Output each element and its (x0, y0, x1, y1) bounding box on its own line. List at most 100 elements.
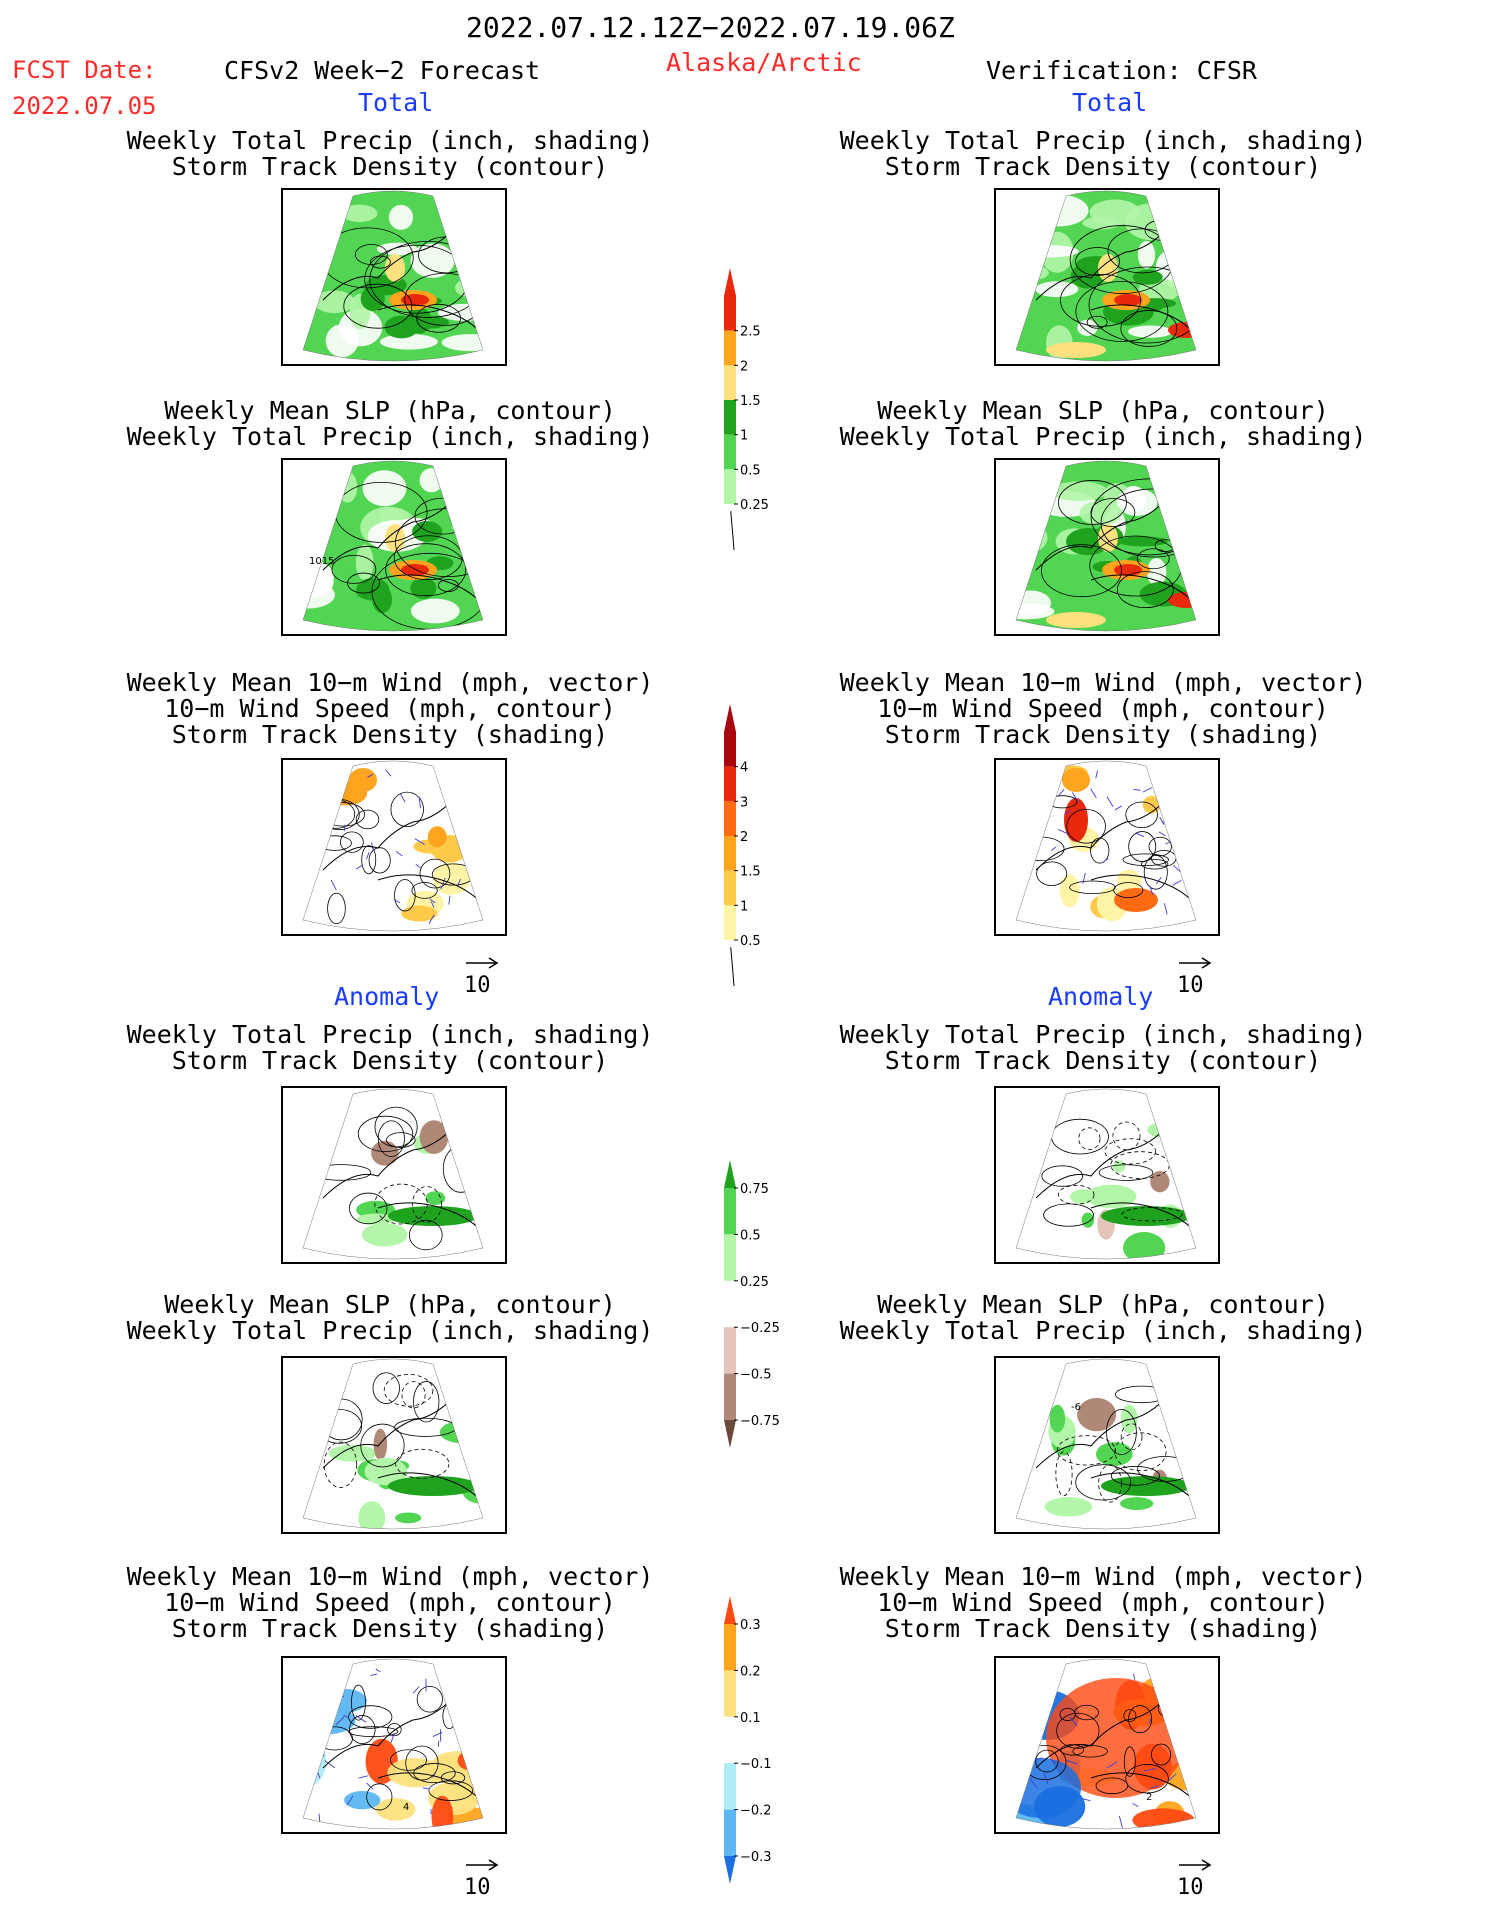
title-fr1-2: Storm Track Density (contour) (884, 152, 1322, 181)
contour-line (1075, 247, 1120, 276)
colorbar-tick-label: −0.25 (740, 1321, 780, 1336)
contour-line (1098, 1164, 1154, 1181)
contour-line (370, 255, 391, 269)
wind-vector (432, 1731, 443, 1737)
contour-label: -6 (1071, 1402, 1081, 1413)
section-total-right: Total (1072, 88, 1148, 117)
section-anomaly-right: Anomaly (1048, 982, 1154, 1011)
contour-line (405, 1745, 439, 1781)
contour-line (348, 1726, 399, 1737)
anomaly-blob (1119, 1497, 1154, 1510)
section-total-left: Total (358, 88, 434, 117)
contour-line (1110, 1466, 1160, 1486)
contour-line (1056, 1435, 1116, 1466)
anomaly-blob (419, 1120, 449, 1154)
colorbar-segment (724, 365, 736, 400)
contour-line (1075, 1464, 1132, 1501)
wind-vector (1043, 1772, 1049, 1784)
map-panel: -6 (994, 1356, 1220, 1534)
wind-vector (428, 914, 435, 925)
anomaly-fill (303, 1359, 483, 1529)
colorbar-tick-label: 3 (740, 795, 748, 810)
date-range-title: 2022.07.12.12Z−2022.07.19.06Z (466, 11, 955, 44)
contour-line (408, 1219, 443, 1251)
map-field (1016, 191, 1196, 361)
anomaly-blob (1183, 1393, 1196, 1406)
colorbar-segment (724, 836, 736, 871)
map-svg (1015, 460, 1197, 632)
colorbar-tick-label: −0.75 (740, 1414, 780, 1429)
anomaly-blob (425, 1191, 446, 1206)
wind-vector (366, 1782, 374, 1790)
precip-light-blob (1120, 485, 1147, 513)
colorbar-cap-top (724, 268, 736, 296)
wind-vector (1058, 828, 1069, 835)
colorbar-segment (724, 1624, 736, 1671)
colorbar-segment (724, 870, 736, 906)
anomaly-blob (364, 1457, 408, 1486)
title-al2-2: Weekly Total Precip (inch, shading) (126, 1316, 654, 1345)
wind-vector (430, 901, 435, 908)
precip-light-blob (1124, 202, 1184, 241)
colorbar-cap-top (724, 704, 736, 732)
precip-light-blob (341, 204, 378, 223)
colorbar-segment (724, 296, 736, 331)
precip-max-core (1114, 294, 1142, 306)
map-svg (302, 190, 484, 362)
colorbar-cap-bottom (724, 940, 736, 948)
map-boundary (302, 1658, 484, 1830)
title-al3-3: Storm Track Density (shading) (171, 1614, 609, 1643)
title-fr3-3: Storm Track Density (shading) (884, 720, 1322, 749)
map-svg (302, 1358, 484, 1530)
title-al1-1: Weekly Total Precip (inch, shading) (126, 1020, 654, 1049)
wind-vector (324, 1760, 336, 1769)
contour-line (327, 892, 346, 925)
colorbar-cap-top (724, 1596, 736, 1624)
title-fl2-2: Weekly Total Precip (inch, shading) (126, 422, 654, 451)
contour-line (1041, 544, 1122, 598)
wind-vector (1051, 1685, 1058, 1688)
wind-vector (1029, 1777, 1038, 1789)
anomaly-blob (457, 1751, 480, 1770)
precip-mid-blob (1046, 612, 1106, 628)
anomaly-blob (1081, 1212, 1095, 1228)
map-field (303, 191, 483, 361)
wind-vector (358, 1775, 368, 1779)
wind-vector (1028, 1692, 1035, 1698)
wind-vector (346, 1795, 354, 1806)
contour-line (1095, 1777, 1129, 1795)
wind-vector (1114, 805, 1122, 811)
wind-vector (1066, 1759, 1078, 1765)
contour-line (349, 1715, 376, 1745)
wind-vector (355, 1715, 367, 1723)
colorbar-cap-bottom (724, 504, 736, 512)
region-title: Alaska/Arctic (666, 48, 862, 77)
vector-reference-label: 10 (1177, 973, 1204, 998)
map-field (1016, 1089, 1196, 1259)
wind-vector (330, 879, 337, 891)
contour-line (413, 1381, 440, 1423)
precip-dark-blob (372, 585, 393, 614)
contour-line (1059, 1707, 1076, 1721)
wind-vector (1183, 873, 1189, 884)
contour-line (1113, 882, 1144, 898)
vector-reference: 10 (1177, 950, 1213, 998)
map-panel (281, 188, 507, 366)
wind-vector (1049, 1758, 1056, 1764)
contour-line (1136, 548, 1170, 570)
colorbar-svg: 2.5 2 1.5 1 0.5 0.25 (724, 268, 769, 551)
model-title: CFSv2 Week−2 Forecast (224, 56, 541, 85)
colorbar-tick-label: −0.2 (740, 1804, 772, 1819)
precip-max-core (401, 294, 429, 306)
wind-vector (366, 852, 370, 860)
arrow-right-icon (1179, 957, 1212, 969)
contour-line (369, 241, 483, 318)
contour-line (1148, 836, 1172, 857)
wind-vector (467, 808, 470, 816)
map-field (303, 1659, 483, 1829)
title-fr3-2: 10−m Wind Speed (mph, contour) (877, 694, 1329, 723)
precip-light-blob (313, 290, 355, 314)
map-boundary (1015, 1358, 1197, 1530)
anomaly-blob (1174, 1106, 1196, 1138)
colorbar-anomaly-storm: 0.3 0.2 0.1 −0.1 −0.2 −0.3 (718, 1596, 808, 1884)
